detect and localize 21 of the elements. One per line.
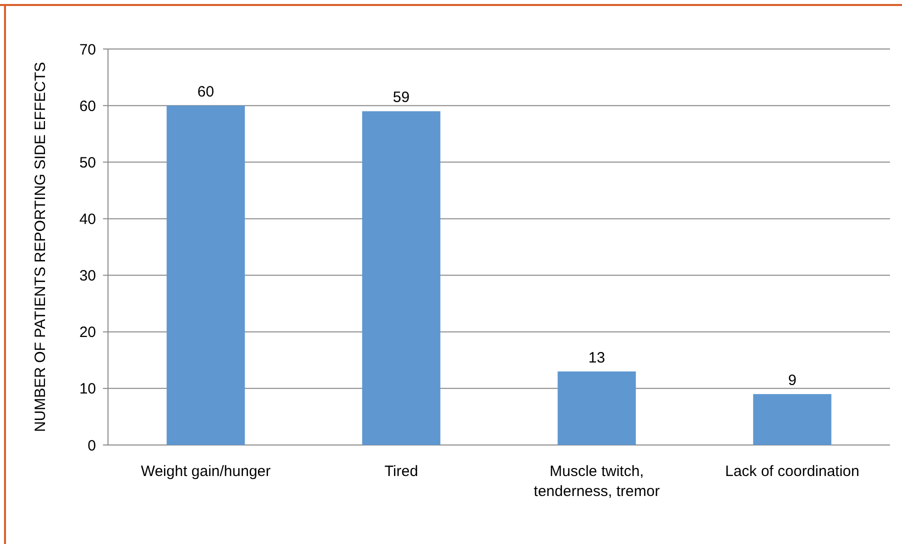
data-label: 13 <box>588 349 606 366</box>
bar <box>558 371 636 445</box>
y-axis-title: NUMBER OF PATIENTS REPORTING SIDE EFFECTS <box>32 62 49 432</box>
x-tick-label: Muscle twitch, tenderness, tremor <box>534 463 660 500</box>
x-tick-label: Weight gain/hunger <box>140 463 271 480</box>
bar <box>753 394 832 445</box>
x-tick-label: Lack of coordination <box>725 463 860 480</box>
y-tick-label: 60 <box>79 98 96 115</box>
data-label: 59 <box>392 89 410 106</box>
bar <box>362 111 440 445</box>
y-tick-label: 50 <box>79 154 96 172</box>
data-label: 9 <box>788 372 796 390</box>
bar <box>166 106 245 445</box>
y-tick-label: 70 <box>79 41 96 58</box>
data-label: 60 <box>197 84 214 101</box>
y-tick-label: 30 <box>79 268 96 285</box>
y-tick-label: 20 <box>79 324 96 342</box>
x-tick-label: Tired <box>384 463 418 480</box>
y-tick-label: 0 <box>88 437 96 454</box>
y-tick-label: 10 <box>79 380 96 398</box>
y-tick-label: 40 <box>79 210 96 228</box>
